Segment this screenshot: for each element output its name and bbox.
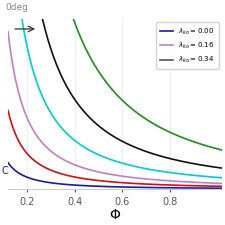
Legend: $\lambda_{ko} = 0.00$, $\lambda_{ko} = 0.16$, $\lambda_{ko} = 0.34$: $\lambda_{ko} = 0.00$, $\lambda_{ko} = 0…	[156, 22, 219, 70]
Text: C: C	[2, 166, 8, 176]
X-axis label: Φ: Φ	[110, 208, 121, 222]
Text: 0deg: 0deg	[6, 3, 29, 12]
